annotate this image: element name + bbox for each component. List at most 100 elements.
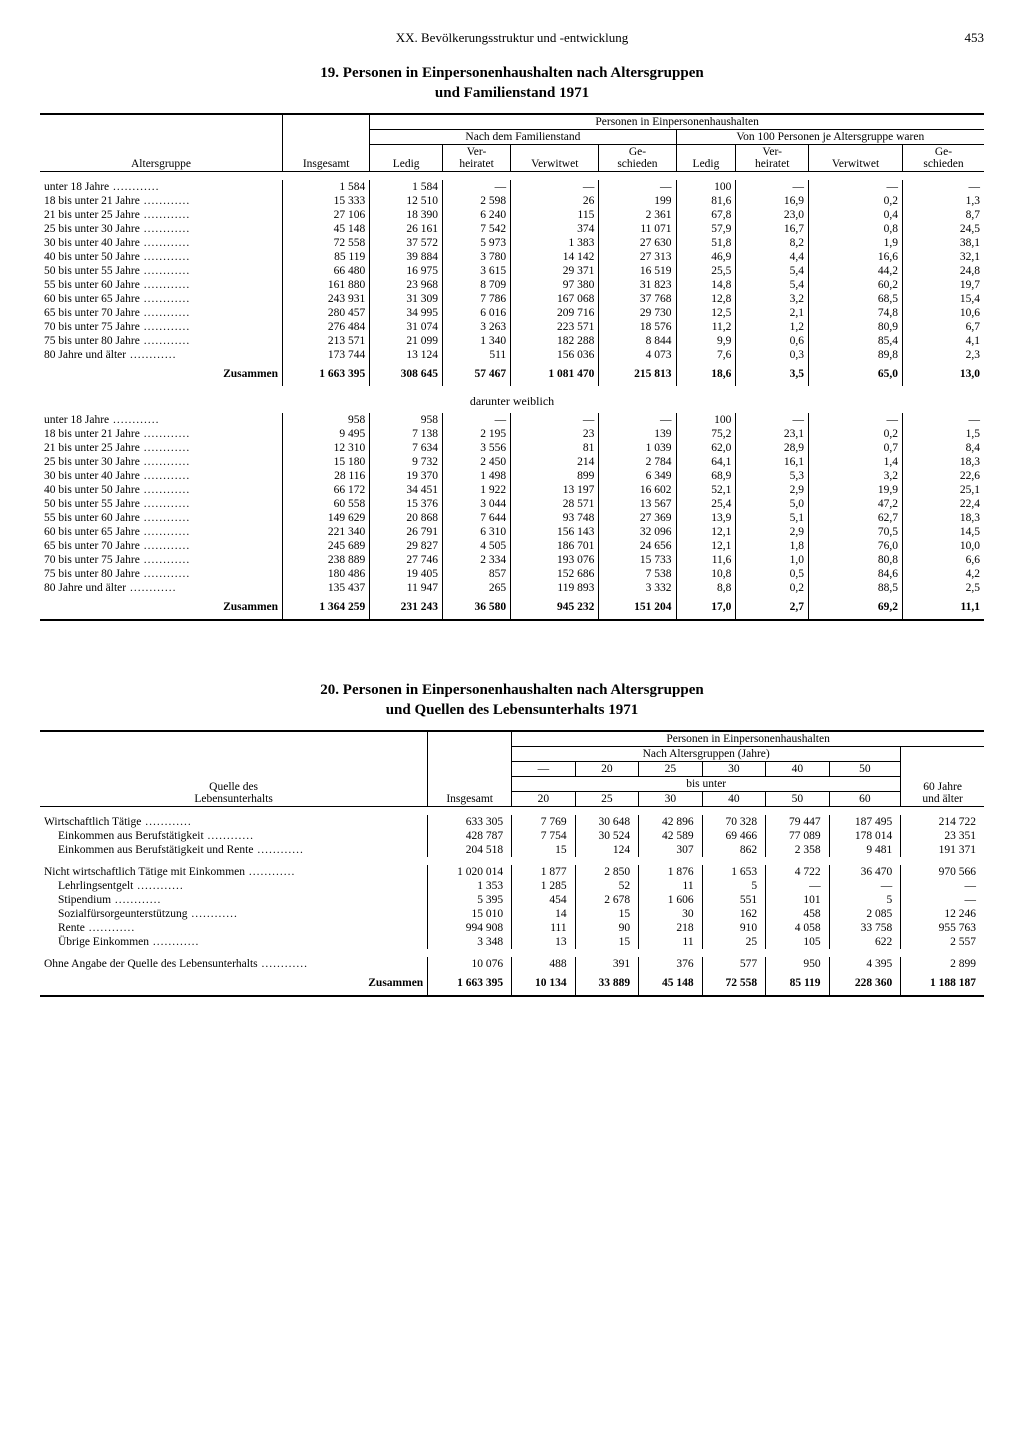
row-label: 21 bis unter 25 Jahre xyxy=(40,208,283,222)
cell-value: 1 606 xyxy=(639,893,702,907)
cell-value: 9 495 xyxy=(283,427,370,441)
cell-value: 45 148 xyxy=(639,971,702,996)
cell-value: 139 xyxy=(599,427,676,441)
cell-value: 12,8 xyxy=(676,292,736,306)
cell-value: 5,1 xyxy=(736,511,809,525)
cell-value: 0,5 xyxy=(736,567,809,581)
cell-value: 4 058 xyxy=(766,921,829,935)
cell-value: 74,8 xyxy=(809,306,903,320)
row-label: Lehrlingsentgelt xyxy=(40,879,428,893)
cell-value: 193 076 xyxy=(511,553,599,567)
cell-value: 8,8 xyxy=(676,581,736,595)
cell-value: 68,9 xyxy=(676,469,736,483)
cell-value: 1 584 xyxy=(283,180,370,194)
cell-value: 1 663 395 xyxy=(283,362,370,386)
cell-value: 857 xyxy=(442,567,510,581)
cell-value: 2,9 xyxy=(736,483,809,497)
cell-value: 231 243 xyxy=(370,595,443,620)
row-label: 30 bis unter 40 Jahre xyxy=(40,236,283,250)
cell-value: 15 xyxy=(512,843,575,857)
cell-value: 0,4 xyxy=(809,208,903,222)
cell-value: 9,9 xyxy=(676,334,736,348)
cell-value: 1 876 xyxy=(639,865,702,879)
cell-value: 3,2 xyxy=(809,469,903,483)
row-label: 75 bis unter 80 Jahre xyxy=(40,334,283,348)
cell-value: 47,2 xyxy=(809,497,903,511)
table-row: 60 bis unter 65 Jahre243 93131 3097 7861… xyxy=(40,292,984,306)
row-label: Stipendium xyxy=(40,893,428,907)
cell-value: 958 xyxy=(370,413,443,427)
cell-value: 1,9 xyxy=(809,236,903,250)
table-sum-row: Zusammen1 663 395308 64557 4671 081 4702… xyxy=(40,362,984,386)
row-label: 25 bis unter 30 Jahre xyxy=(40,455,283,469)
cell-value: 2 557 xyxy=(901,935,984,949)
cell-value: 955 763 xyxy=(901,921,984,935)
cell-value: 308 645 xyxy=(370,362,443,386)
cell-value: 161 880 xyxy=(283,278,370,292)
cell-value: 3 044 xyxy=(442,497,510,511)
cell-value: 34 451 xyxy=(370,483,443,497)
cell-value: 93 748 xyxy=(511,511,599,525)
cell-value: 1 285 xyxy=(512,879,575,893)
table-row: 70 bis unter 75 Jahre276 48431 0743 2632… xyxy=(40,320,984,334)
table-row: 18 bis unter 21 Jahre15 33312 5102 59826… xyxy=(40,194,984,208)
row-label: unter 18 Jahre xyxy=(40,180,283,194)
cell-value: 8 709 xyxy=(442,278,510,292)
cell-value: 162 xyxy=(702,907,765,921)
table-row: Rente994 908111902189104 05833 758955 76… xyxy=(40,921,984,935)
cell-value: 16,7 xyxy=(736,222,809,236)
cell-value: 1 922 xyxy=(442,483,510,497)
cell-value: 80,8 xyxy=(809,553,903,567)
cell-value: 23 xyxy=(511,427,599,441)
cell-value: 8,4 xyxy=(903,441,985,455)
cell-value: 214 722 xyxy=(901,815,984,829)
cell-value: 0,2 xyxy=(736,581,809,595)
cell-value: 76,0 xyxy=(809,539,903,553)
cell-value: 28 116 xyxy=(283,469,370,483)
cell-value: 3 348 xyxy=(428,935,512,949)
cell-value: 10,6 xyxy=(903,306,985,320)
cell-value: 75,2 xyxy=(676,427,736,441)
cell-value: 511 xyxy=(442,348,510,362)
cell-value: 30 xyxy=(639,907,702,921)
cell-value: 31 074 xyxy=(370,320,443,334)
t19-c-gesch: Ge- schieden xyxy=(599,145,676,172)
row-label: 40 bis unter 50 Jahre xyxy=(40,250,283,264)
cell-value: 970 566 xyxy=(901,865,984,879)
cell-value: 66 480 xyxy=(283,264,370,278)
cell-value: 18,3 xyxy=(903,511,985,525)
cell-value: 11,2 xyxy=(676,320,736,334)
cell-value: 5,0 xyxy=(736,497,809,511)
cell-value: 25,4 xyxy=(676,497,736,511)
cell-value: 204 518 xyxy=(428,843,512,857)
row-label: 70 bis unter 75 Jahre xyxy=(40,320,283,334)
cell-value: 29 730 xyxy=(599,306,676,320)
table-row: 25 bis unter 30 Jahre15 1809 7322 450214… xyxy=(40,455,984,469)
cell-value: 1,4 xyxy=(809,455,903,469)
cell-value: 7 542 xyxy=(442,222,510,236)
cell-value: 209 716 xyxy=(511,306,599,320)
cell-value: 27 106 xyxy=(283,208,370,222)
cell-value: 33 889 xyxy=(575,971,638,996)
cell-value: 16 975 xyxy=(370,264,443,278)
cell-value: 21 099 xyxy=(370,334,443,348)
cell-value: 899 xyxy=(511,469,599,483)
cell-value: 13 xyxy=(512,935,575,949)
cell-value: 100 xyxy=(676,413,736,427)
cell-value: — xyxy=(829,879,901,893)
cell-value: 11,1 xyxy=(903,595,985,620)
cell-value: 178 014 xyxy=(829,829,901,843)
cell-value: 17,0 xyxy=(676,595,736,620)
cell-value: 214 xyxy=(511,455,599,469)
t20-bisunter: bis unter xyxy=(512,777,901,792)
cell-value: 5 xyxy=(702,879,765,893)
table-row: 60 bis unter 65 Jahre221 34026 7916 3101… xyxy=(40,525,984,539)
cell-value: 15,4 xyxy=(903,292,985,306)
cell-value: 862 xyxy=(702,843,765,857)
cell-value: 85 119 xyxy=(283,250,370,264)
table-row: Einkommen aus Berufstätigkeit und Rente2… xyxy=(40,843,984,857)
cell-value: 25 xyxy=(702,935,765,949)
cell-value: 11 xyxy=(639,935,702,949)
cell-value: 213 571 xyxy=(283,334,370,348)
cell-value: 7 138 xyxy=(370,427,443,441)
